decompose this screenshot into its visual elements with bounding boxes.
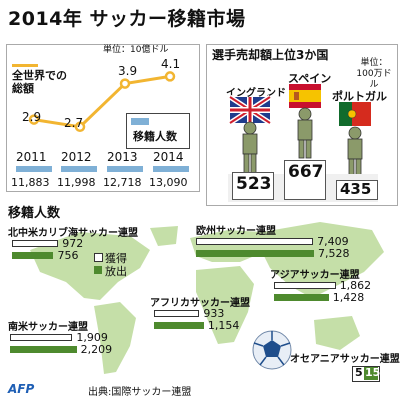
- player-spain-icon: [297, 107, 313, 159]
- total-value-2014: 4.1: [161, 57, 181, 71]
- spain-flag-icon: [289, 84, 321, 108]
- source-note: 出典:国際サッカー連盟: [88, 387, 192, 398]
- total-point-2011: [28, 114, 40, 125]
- total-point-2013: [119, 78, 131, 89]
- player-portugal-icon: [347, 126, 363, 178]
- region-bar-gain-uefa: [196, 238, 314, 245]
- region-gain-uefa: 7,409: [317, 235, 349, 248]
- region-section-title: 移籍人数: [8, 206, 61, 221]
- count-value-2011: 11,883: [11, 176, 50, 189]
- seller-title: 選手売却額上位3か国: [212, 48, 329, 62]
- year-2014: 2014: [153, 150, 184, 164]
- line-legend-label: 全世界での総額: [12, 69, 67, 95]
- total-value-2011: 2.9: [22, 110, 42, 124]
- region-name-afc: アジアサッカー連盟: [270, 270, 360, 281]
- total-value-2013: 3.9: [118, 64, 138, 78]
- seller-unit: 単位：100万ドル: [356, 58, 392, 90]
- region-bar-release-afc: [274, 294, 329, 301]
- region-name-concacaf: 北中米カリブ海サッカー連盟: [8, 228, 138, 239]
- seller-panel: [206, 44, 398, 206]
- count-value-2012: 11,998: [57, 176, 96, 189]
- year-2011: 2011: [16, 150, 47, 164]
- legend-release-label: 放出: [105, 265, 127, 278]
- total-value-2012: 2.7: [64, 116, 84, 130]
- podium-value-portugal: 435: [340, 180, 372, 198]
- region-gain-conmebol: 1,909: [76, 331, 108, 344]
- podium-england: [232, 172, 274, 200]
- bar-legend-label: 移籍人数: [133, 130, 177, 143]
- legend-gain-label: 獲得: [105, 252, 127, 265]
- region-bar-release-caf: [154, 322, 204, 329]
- total-line: [33, 74, 171, 129]
- region-release-concacaf: 756: [57, 249, 79, 262]
- region-name-uefa: 欧州サッカー連盟: [196, 226, 276, 237]
- region-bar-release-concacaf: [12, 252, 54, 259]
- count-value-2014: 13,090: [149, 176, 188, 189]
- total-point-2014: [164, 71, 176, 82]
- line-legend-swatch: [12, 64, 38, 67]
- total-panel: [6, 44, 200, 192]
- legend-gain-swatch: [94, 253, 103, 262]
- year-2013: 2013: [107, 150, 138, 164]
- legend-release-swatch: [94, 266, 102, 274]
- count-bar-2011: [16, 166, 52, 172]
- total-unit: 単位：10億ドル: [103, 45, 169, 55]
- region-release-conmebol: 2,209: [80, 343, 113, 356]
- page-title: 2014年 サッカー移籍市場: [8, 8, 246, 30]
- region-name-caf: アフリカサッカー連盟: [150, 298, 250, 309]
- region-gain-concacaf: 972: [62, 237, 84, 250]
- region-name-conmebol: 南米サッカー連盟: [8, 322, 88, 333]
- region-gain-afc: 1,862: [339, 279, 372, 292]
- player-england-icon: [242, 121, 258, 175]
- soccer-ball-icon: [252, 330, 292, 370]
- uk-flag-icon: [228, 94, 272, 126]
- region-gain-caf: 933: [203, 307, 225, 320]
- region-bar-gain-concacaf: [12, 240, 59, 247]
- region-bar-release-conmebol: [10, 346, 77, 353]
- count-bar-2012: [61, 166, 97, 172]
- count-bar-2013: [107, 166, 143, 172]
- region-gain-ofc: 5: [355, 366, 363, 379]
- year-2012: 2012: [61, 150, 92, 164]
- region-release-afc: 1,428: [332, 291, 365, 304]
- region-bar-gain-conmebol: [10, 334, 73, 341]
- country-label-england: イングランド: [226, 88, 286, 99]
- total-point-2012: [74, 121, 86, 133]
- region-bar-release-ofc: [364, 367, 378, 380]
- region-bar-gain-caf: [154, 310, 200, 317]
- bar-legend-swatch: [131, 118, 149, 125]
- region-bar-gain-afc: [274, 282, 336, 289]
- podium-spain: [284, 160, 326, 200]
- podium-value-spain: 667: [288, 162, 324, 182]
- region-release-uefa: 7,528: [318, 247, 350, 260]
- afp-logo: AFP: [8, 382, 35, 396]
- country-label-spain: スペイン: [288, 72, 332, 85]
- portugal-flag-icon: [339, 102, 371, 126]
- count-bar-2014: [153, 166, 189, 172]
- count-value-2013: 12,718: [103, 176, 142, 189]
- country-label-portugal: ポルトガル: [332, 90, 387, 103]
- podium-portugal: [336, 180, 378, 200]
- region-bar-release-uefa: [196, 250, 314, 257]
- region-release-caf: 1,154: [207, 319, 240, 332]
- podium-value-england: 523: [236, 174, 272, 194]
- region-release-ofc: 15: [365, 366, 381, 379]
- region-name-ofc: オセアニアサッカー連盟: [290, 354, 400, 365]
